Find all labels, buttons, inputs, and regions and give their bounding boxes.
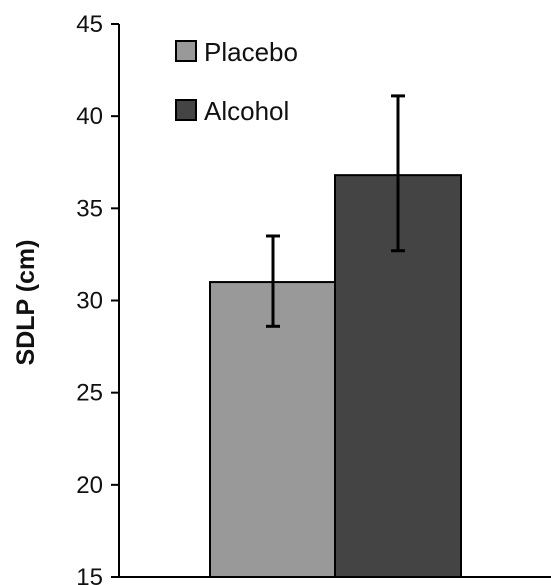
legend-label: Placebo xyxy=(204,37,298,67)
y-tick-label: 20 xyxy=(76,472,103,499)
bars-layer xyxy=(209,174,462,579)
y-tick-label: 25 xyxy=(76,380,103,407)
legend-item-placebo: Placebo xyxy=(175,37,298,67)
y-tick-label: 45 xyxy=(76,11,103,38)
legend: Placebo Alcohol xyxy=(175,37,298,126)
legend-label: Alcohol xyxy=(204,96,289,126)
y-tick-label: 40 xyxy=(76,103,103,130)
bar-placebo xyxy=(209,281,337,578)
error-bar-alcohol xyxy=(391,94,405,253)
y-tick-label: 35 xyxy=(76,195,103,222)
y-ticks-layer: 15 20 25 30 35 40 45 xyxy=(76,11,119,585)
error-bars-layer xyxy=(266,94,405,328)
legend-item-alcohol: Alcohol xyxy=(175,96,289,126)
y-tick-label: 15 xyxy=(76,564,103,585)
y-tick-label: 30 xyxy=(76,288,103,315)
legend-swatch xyxy=(175,40,197,62)
y-axis-title: SDLP (cm) xyxy=(12,240,40,366)
error-bar-placebo xyxy=(266,234,280,328)
legend-swatch xyxy=(175,99,197,121)
